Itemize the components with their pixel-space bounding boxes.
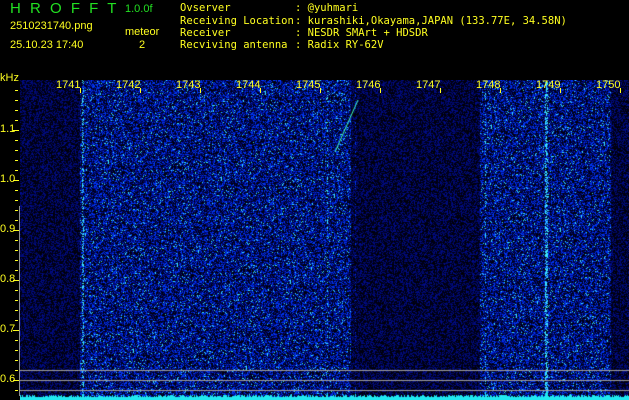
y-axis-unit: kHz: [0, 72, 19, 84]
y-tick-mark: [13, 380, 19, 381]
y-tick-mark: [15, 320, 18, 321]
info-value: : NESDR SMArt + HDSDR: [295, 27, 428, 39]
x-tick-mark: [500, 88, 501, 93]
signal-level-line: [19, 206, 20, 396]
y-tick-mark: [15, 120, 18, 121]
y-tick-label: 0.6: [0, 373, 16, 385]
x-tick-label: 1742: [116, 79, 141, 91]
y-tick-mark: [15, 240, 18, 241]
y-tick-mark: [13, 280, 19, 281]
x-tick-label: 1743: [176, 79, 201, 91]
info-label: Recviving antenna: [180, 39, 288, 51]
x-tick-label: 1747: [416, 79, 441, 91]
x-tick-label: 1750: [596, 79, 621, 91]
y-tick-mark: [15, 170, 18, 171]
meteor-count: 2: [139, 39, 146, 51]
y-tick-mark: [13, 330, 19, 331]
info-label: Ovserver: [180, 2, 231, 14]
x-tick-mark: [560, 88, 561, 93]
info-row: Receiver: [180, 27, 231, 39]
y-tick-mark: [15, 140, 18, 141]
info-row: Receiving Location: [180, 15, 294, 27]
x-tick-mark: [620, 88, 621, 93]
x-tick-mark: [80, 88, 81, 93]
y-tick-mark: [15, 260, 18, 261]
info-row: Ovserver: [180, 2, 231, 14]
y-tick-mark: [15, 250, 18, 251]
filename-label: 2510231740.png: [10, 20, 93, 32]
y-tick-mark: [15, 360, 18, 361]
y-tick-mark: [13, 230, 19, 231]
y-tick-mark: [13, 180, 19, 181]
x-tick-label: 1746: [356, 79, 381, 91]
y-tick-mark: [15, 200, 18, 201]
x-tick-mark: [140, 88, 141, 93]
info-value-text: @yuhmari: [307, 2, 359, 14]
x-tick-label: 1745: [296, 79, 321, 91]
version-label: 1.0.0f: [125, 3, 153, 15]
x-tick-label: 1748: [476, 79, 501, 91]
y-tick-label: 0.7: [0, 323, 16, 335]
y-tick-mark: [15, 290, 18, 291]
info-value: : Radix RY-62V: [295, 39, 384, 51]
y-tick-mark: [15, 370, 18, 371]
y-tick-mark: [15, 220, 18, 221]
y-tick-mark: [15, 350, 18, 351]
info-value-text: kurashiki,Okayama,JAPAN (133.77E, 34.58N…: [307, 15, 567, 27]
y-tick-mark: [15, 110, 18, 111]
y-tick-mark: [15, 340, 18, 341]
y-tick-label: 0.8: [0, 273, 16, 285]
info-value: : kurashiki,Okayama,JAPAN (133.77E, 34.5…: [295, 15, 567, 27]
y-tick-mark: [13, 130, 19, 131]
x-tick-mark: [320, 88, 321, 93]
x-tick-mark: [380, 88, 381, 93]
x-tick-mark: [440, 88, 441, 93]
y-tick-label: 1.0: [0, 173, 16, 185]
spectrogram: [20, 80, 629, 400]
y-tick-mark: [15, 190, 18, 191]
y-tick-mark: [15, 150, 18, 151]
x-tick-label: 1741: [56, 79, 81, 91]
x-tick-label: 1749: [536, 79, 561, 91]
x-tick-mark: [200, 88, 201, 93]
y-tick-mark: [15, 210, 18, 211]
y-tick-mark: [15, 300, 18, 301]
y-tick-label: 1.1: [0, 123, 16, 135]
app-title: H R O F F T: [10, 0, 119, 17]
datetime-label: 25.10.23 17:40: [10, 39, 84, 51]
y-tick-mark: [15, 90, 18, 91]
info-row: Recviving antenna: [180, 39, 287, 51]
x-tick-label: 1744: [236, 79, 261, 91]
y-tick-mark: [15, 160, 18, 161]
y-tick-mark: [15, 310, 18, 311]
y-tick-mark: [15, 390, 18, 391]
x-tick-mark: [260, 88, 261, 93]
y-tick-label: 0.9: [0, 223, 16, 235]
info-label: Receiving Location: [180, 15, 294, 27]
info-value-text: Radix RY-62V: [307, 39, 384, 51]
y-tick-mark: [15, 270, 18, 271]
info-value: : @yuhmari: [295, 2, 359, 14]
info-label: Receiver: [180, 27, 231, 39]
y-tick-mark: [15, 100, 18, 101]
meteor-label: meteor: [125, 26, 160, 38]
info-value-text: NESDR SMArt + HDSDR: [307, 27, 428, 39]
